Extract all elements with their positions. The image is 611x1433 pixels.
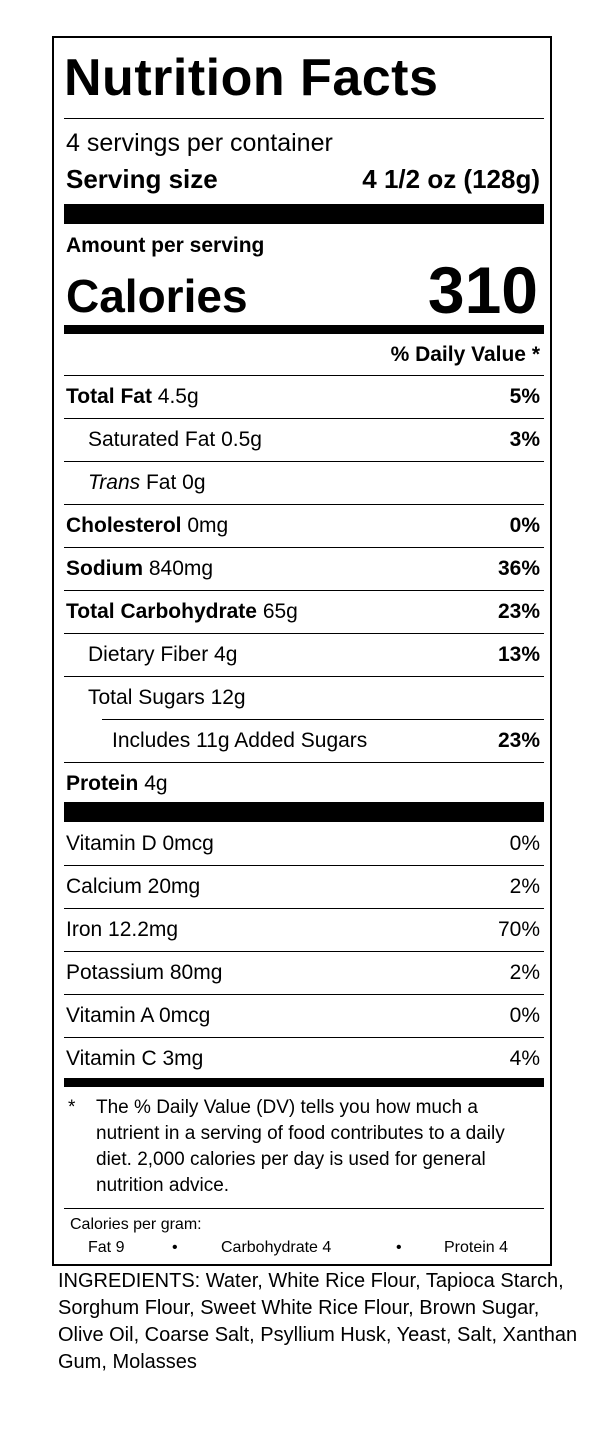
vitamin-row: Iron 12.2mg 70% (64, 909, 544, 951)
nutrient-amount: 12g (210, 686, 246, 709)
footnote-asterisk: * (68, 1097, 76, 1118)
nutrient-row-added-sugars: Includes 11g Added Sugars 23% (64, 720, 544, 762)
vitamin-name: Vitamin D 0mcg (66, 832, 214, 855)
bullet-icon: • (172, 1239, 178, 1256)
nutrient-amount: 4g (214, 643, 238, 666)
vitamin-row: Potassium 80mg 2% (64, 952, 544, 994)
serving-size-label: Serving size (66, 164, 218, 194)
daily-value-header: % Daily Value * (390, 343, 540, 366)
divider (64, 762, 544, 763)
nutrient-row-saturated-fat: Saturated Fat 0.5g 3% (64, 419, 544, 461)
nutrient-row-dietary-fiber: Dietary Fiber 4g 13% (64, 634, 544, 676)
nutrient-amount: 0.5g (221, 428, 262, 451)
nutrient-dv: 23% (497, 600, 540, 623)
serving-size-value: 4 1/2 oz (128g) (362, 164, 540, 194)
nutrient-dv: 13% (497, 643, 540, 666)
cpg-protein: Protein 4 (444, 1239, 509, 1256)
nutrient-row-cholesterol: Cholesterol 0mg 0% (64, 505, 544, 547)
nutrient-dv: 23% (497, 729, 540, 752)
vitamin-name: Vitamin C 3mg (66, 1047, 204, 1070)
divider (64, 375, 544, 376)
vitamin-row: Vitamin C 3mg 4% (64, 1038, 544, 1080)
vitamin-name: Calcium 20mg (66, 875, 201, 898)
label-title: Nutrition Facts (64, 49, 439, 107)
nutrition-facts-label: Nutrition Facts 4 servings per container… (52, 36, 552, 1266)
bullet-icon: • (396, 1239, 402, 1256)
nutrient-row-total-fat: Total Fat 4.5g 5% (64, 376, 544, 418)
divider (102, 719, 544, 720)
vitamin-row: Vitamin D 0mcg 0% (64, 823, 544, 865)
nutrient-name: Cholesterol (66, 514, 182, 537)
amount-per-serving: Amount per serving (66, 234, 265, 257)
nutrient-amount: 0mg (187, 514, 229, 537)
nutrient-row-protein: Protein 4g (64, 763, 544, 805)
nutrient-name: Total Sugars (88, 686, 205, 709)
vitamin-row: Vitamin A 0mcg 0% (64, 995, 544, 1037)
thick-divider (64, 204, 544, 224)
calories-per-gram-label: Calories per gram: (70, 1216, 202, 1233)
nutrient-amount: 840mg (148, 557, 214, 580)
divider (64, 908, 544, 909)
vitamin-name: Iron 12.2mg (66, 918, 179, 941)
divider (64, 676, 544, 677)
nutrient-row-trans-fat: Trans Fat 0g (64, 462, 544, 504)
calories-label: Calories (66, 270, 248, 322)
vitamin-dv: 2% (509, 875, 540, 898)
divider (64, 118, 544, 119)
divider (64, 461, 544, 462)
nutrient-name: Saturated Fat (88, 428, 216, 451)
nutrient-name: Trans (88, 471, 141, 494)
divider (64, 633, 544, 634)
nutrient-dv: 36% (497, 557, 540, 580)
thick-divider (64, 802, 544, 822)
medium-divider (64, 325, 544, 334)
ingredients-list: INGREDIENTS: Water, White Rice Flour, Ta… (58, 1270, 578, 1373)
servings-per-container: 4 servings per container (66, 129, 333, 157)
nutrient-amount: 65g (262, 600, 298, 623)
nutrient-name: Sodium (66, 557, 143, 580)
nutrient-row-sodium: Sodium 840mg 36% (64, 548, 544, 590)
vitamin-name: Vitamin A 0mcg (66, 1004, 211, 1027)
vitamin-dv: 4% (509, 1047, 540, 1070)
nutrient-name: Total Fat (66, 385, 152, 408)
divider (64, 951, 544, 952)
vitamin-name: Potassium 80mg (66, 961, 223, 984)
divider (64, 994, 544, 995)
nutrient-dv: 0% (509, 514, 540, 537)
divider (64, 1208, 544, 1209)
cpg-carbohydrate: Carbohydrate 4 (221, 1239, 332, 1256)
nutrient-amount: 4.5g (157, 385, 199, 408)
nutrient-amount: Fat 0g (145, 471, 206, 494)
vitamin-dv: 0% (509, 1004, 540, 1027)
divider (64, 1037, 544, 1038)
divider (64, 504, 544, 505)
nutrient-name: Total Carbohydrate (66, 600, 257, 623)
nutrient-name: Protein (66, 772, 139, 795)
divider (64, 590, 544, 591)
nutrient-amount: 4g (144, 772, 168, 795)
nutrient-name: Includes 11g Added Sugars (112, 729, 368, 752)
nutrient-row-total-sugars: Total Sugars 12g (64, 677, 544, 719)
nutrient-dv: 3% (509, 428, 540, 451)
nutrient-name: Dietary Fiber (88, 643, 209, 666)
vitamin-dv: 70% (497, 918, 540, 941)
divider (64, 547, 544, 548)
divider (64, 418, 544, 419)
nutrient-dv: 5% (509, 385, 540, 408)
divider (64, 865, 544, 866)
vitamin-dv: 2% (509, 961, 540, 984)
medium-divider (64, 1078, 544, 1087)
vitamin-dv: 0% (509, 832, 540, 855)
footnote-text: The % Daily Value (DV) tells you how muc… (96, 1097, 505, 1196)
calories-value: 310 (427, 253, 538, 327)
cpg-fat: Fat 9 (88, 1239, 125, 1256)
vitamin-row: Calcium 20mg 2% (64, 866, 544, 908)
nutrient-row-total-carbohydrate: Total Carbohydrate 65g 23% (64, 591, 544, 633)
